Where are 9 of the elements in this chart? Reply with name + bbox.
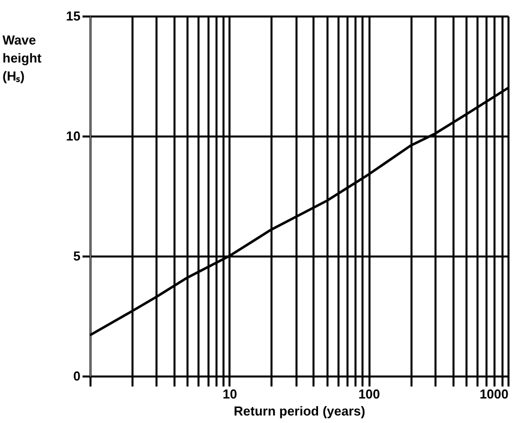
y-tick-label: 10	[66, 128, 80, 144]
x-tick-label: 10	[222, 386, 238, 402]
y-tick-label: 15	[66, 8, 80, 24]
y-axis-title: Wave height (Hₛ)	[2, 32, 42, 84]
y-tick-label: 0	[73, 368, 80, 384]
x-tick-label: 100	[358, 386, 380, 402]
x-axis-title: Return period (years)	[234, 404, 366, 418]
y-tick-label: 5	[73, 248, 80, 264]
x-tick-label: 1000	[480, 386, 508, 402]
